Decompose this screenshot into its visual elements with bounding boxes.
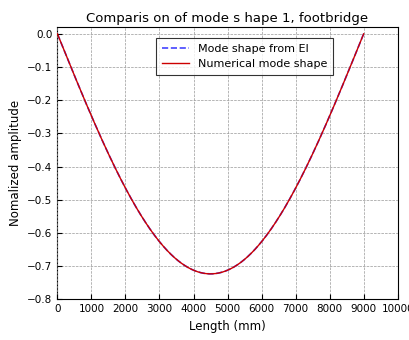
Legend: Mode shape from EI, Numerical mode shape: Mode shape from EI, Numerical mode shape (155, 38, 333, 75)
Mode shape from EI (86, 107, 91, 112)
Numerical mode shape (265, 231, 270, 235)
Numerical mode shape (178, 261, 183, 265)
Numerical mode shape (86, 107, 91, 112)
X-axis label: Length (mm): Length (mm) (189, 320, 265, 333)
Mode shape from EI (189, 268, 194, 272)
Mode shape from EI (299, 174, 304, 178)
Mode shape from EI (293, 184, 298, 188)
Numerical mode shape (189, 268, 194, 272)
Mode shape from EI (265, 231, 270, 235)
Line: Numerical mode shape: Numerical mode shape (57, 34, 363, 274)
Numerical mode shape (207, 272, 212, 276)
Title: Comparis on of mode s hape 1, footbridge: Comparis on of mode s hape 1, footbridge (86, 12, 368, 24)
Numerical mode shape (299, 174, 304, 178)
Numerical mode shape (360, 32, 365, 36)
Mode shape from EI (55, 32, 60, 36)
Mode shape from EI (360, 32, 365, 36)
Line: Mode shape from EI: Mode shape from EI (57, 34, 363, 274)
Mode shape from EI (207, 272, 212, 276)
Numerical mode shape (55, 32, 60, 36)
Numerical mode shape (293, 184, 298, 188)
Mode shape from EI (178, 261, 183, 265)
Y-axis label: Nomalized amplitude: Nomalized amplitude (9, 100, 22, 226)
